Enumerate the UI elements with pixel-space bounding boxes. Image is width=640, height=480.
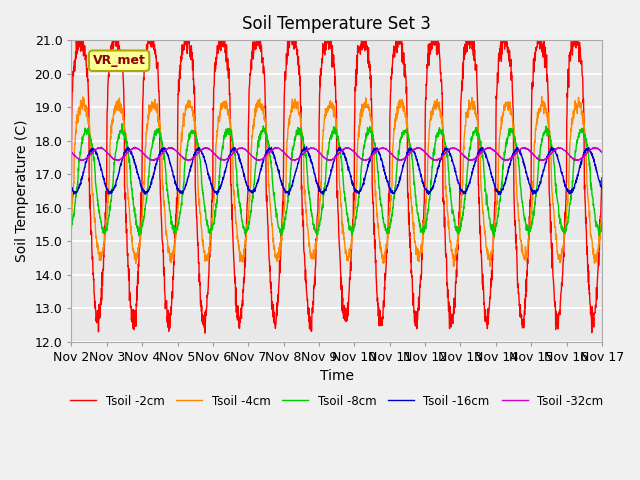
Tsoil -32cm: [552, 146, 559, 152]
Tsoil -8cm: [364, 125, 371, 131]
Tsoil -4cm: [491, 224, 499, 230]
Tsoil -16cm: [303, 144, 310, 150]
Title: Soil Temperature Set 3: Soil Temperature Set 3: [242, 15, 431, 33]
Tsoil -16cm: [491, 184, 499, 190]
Tsoil -4cm: [538, 94, 545, 99]
Text: VR_met: VR_met: [93, 54, 145, 67]
Tsoil -16cm: [216, 187, 223, 192]
Tsoil -32cm: [598, 150, 605, 156]
Tsoil -32cm: [352, 151, 360, 156]
Tsoil -32cm: [491, 149, 499, 155]
Tsoil -16cm: [68, 186, 76, 192]
Tsoil -2cm: [552, 304, 559, 310]
Tsoil -16cm: [353, 188, 360, 193]
Tsoil -8cm: [566, 201, 574, 207]
Tsoil -4cm: [216, 119, 223, 125]
Tsoil -8cm: [598, 220, 605, 226]
Tsoil -16cm: [364, 163, 372, 169]
Y-axis label: Soil Temperature (C): Soil Temperature (C): [15, 120, 29, 262]
Tsoil -16cm: [285, 192, 292, 198]
Tsoil -2cm: [598, 175, 605, 180]
Tsoil -32cm: [68, 150, 76, 156]
Tsoil -4cm: [598, 214, 605, 220]
Tsoil -4cm: [450, 264, 458, 269]
Line: Tsoil -32cm: Tsoil -32cm: [72, 147, 602, 161]
Tsoil -16cm: [566, 188, 574, 193]
Line: Tsoil -16cm: Tsoil -16cm: [72, 147, 602, 195]
Tsoil -2cm: [364, 48, 371, 54]
Tsoil -2cm: [68, 175, 76, 181]
Tsoil -32cm: [566, 153, 574, 159]
Tsoil -4cm: [352, 198, 360, 204]
Tsoil -2cm: [216, 32, 223, 38]
Legend: Tsoil -2cm, Tsoil -4cm, Tsoil -8cm, Tsoil -16cm, Tsoil -32cm: Tsoil -2cm, Tsoil -4cm, Tsoil -8cm, Tsoi…: [65, 390, 608, 412]
Tsoil -16cm: [598, 186, 605, 192]
Line: Tsoil -8cm: Tsoil -8cm: [72, 124, 602, 236]
Line: Tsoil -2cm: Tsoil -2cm: [72, 23, 602, 333]
Tsoil -8cm: [352, 215, 360, 221]
Tsoil -8cm: [491, 228, 499, 234]
Line: Tsoil -4cm: Tsoil -4cm: [72, 96, 602, 266]
Tsoil -8cm: [68, 225, 76, 231]
Tsoil -2cm: [566, 49, 574, 55]
Tsoil -4cm: [364, 102, 371, 108]
Tsoil -4cm: [566, 136, 574, 142]
Tsoil -4cm: [68, 205, 76, 211]
Tsoil -2cm: [201, 330, 209, 336]
Tsoil -8cm: [216, 175, 223, 181]
Tsoil -4cm: [552, 225, 559, 231]
Tsoil -8cm: [490, 233, 498, 239]
Tsoil -32cm: [502, 158, 509, 164]
Tsoil -2cm: [465, 20, 472, 25]
Tsoil -8cm: [552, 183, 559, 189]
Tsoil -32cm: [364, 156, 371, 162]
Tsoil -2cm: [352, 70, 360, 76]
Tsoil -16cm: [552, 148, 559, 154]
Tsoil -32cm: [97, 144, 105, 150]
Tsoil -32cm: [216, 156, 223, 162]
Tsoil -8cm: [118, 121, 125, 127]
X-axis label: Time: Time: [319, 369, 354, 384]
Tsoil -2cm: [491, 203, 499, 209]
